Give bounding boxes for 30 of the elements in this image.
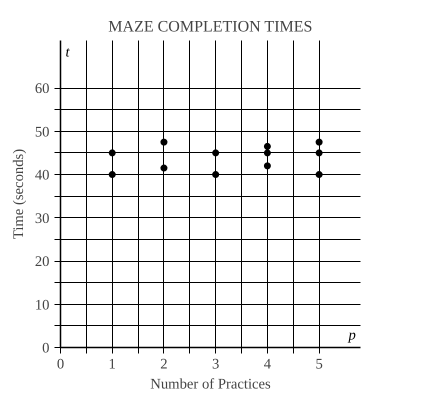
point xyxy=(108,171,116,178)
annotation: t xyxy=(66,44,70,60)
y-tick-label: 10 xyxy=(34,297,50,314)
point xyxy=(160,138,168,146)
x-tick-label: 4 xyxy=(264,356,272,372)
x-axis-title: Number of Practices xyxy=(150,376,272,392)
x-tick-label: 3 xyxy=(212,356,220,372)
y-tick-label: 60 xyxy=(34,81,50,98)
x-tick-label: 0 xyxy=(56,356,64,372)
point xyxy=(264,149,271,156)
point xyxy=(264,162,271,170)
point xyxy=(316,171,323,178)
point xyxy=(316,138,323,146)
y-tick-label: 0 xyxy=(42,340,50,356)
x-tick-label: 5 xyxy=(315,356,323,372)
x-tick-label: 2 xyxy=(160,356,168,372)
y-tick-label: 30 xyxy=(34,210,50,227)
point xyxy=(316,149,323,156)
chart-title: MAZE COMPLETION TIMES xyxy=(108,18,312,36)
annotation: p xyxy=(348,328,356,344)
point xyxy=(212,149,220,156)
point xyxy=(264,142,271,150)
point xyxy=(212,171,220,178)
y-axis-title: Time (seconds) xyxy=(10,148,27,240)
point xyxy=(160,164,168,172)
x-tick-label: 1 xyxy=(108,356,116,372)
y-tick-label: 20 xyxy=(34,254,50,270)
y-tick-label: 40 xyxy=(34,168,50,184)
y-tick-label: 50 xyxy=(34,124,50,140)
point xyxy=(108,149,116,156)
